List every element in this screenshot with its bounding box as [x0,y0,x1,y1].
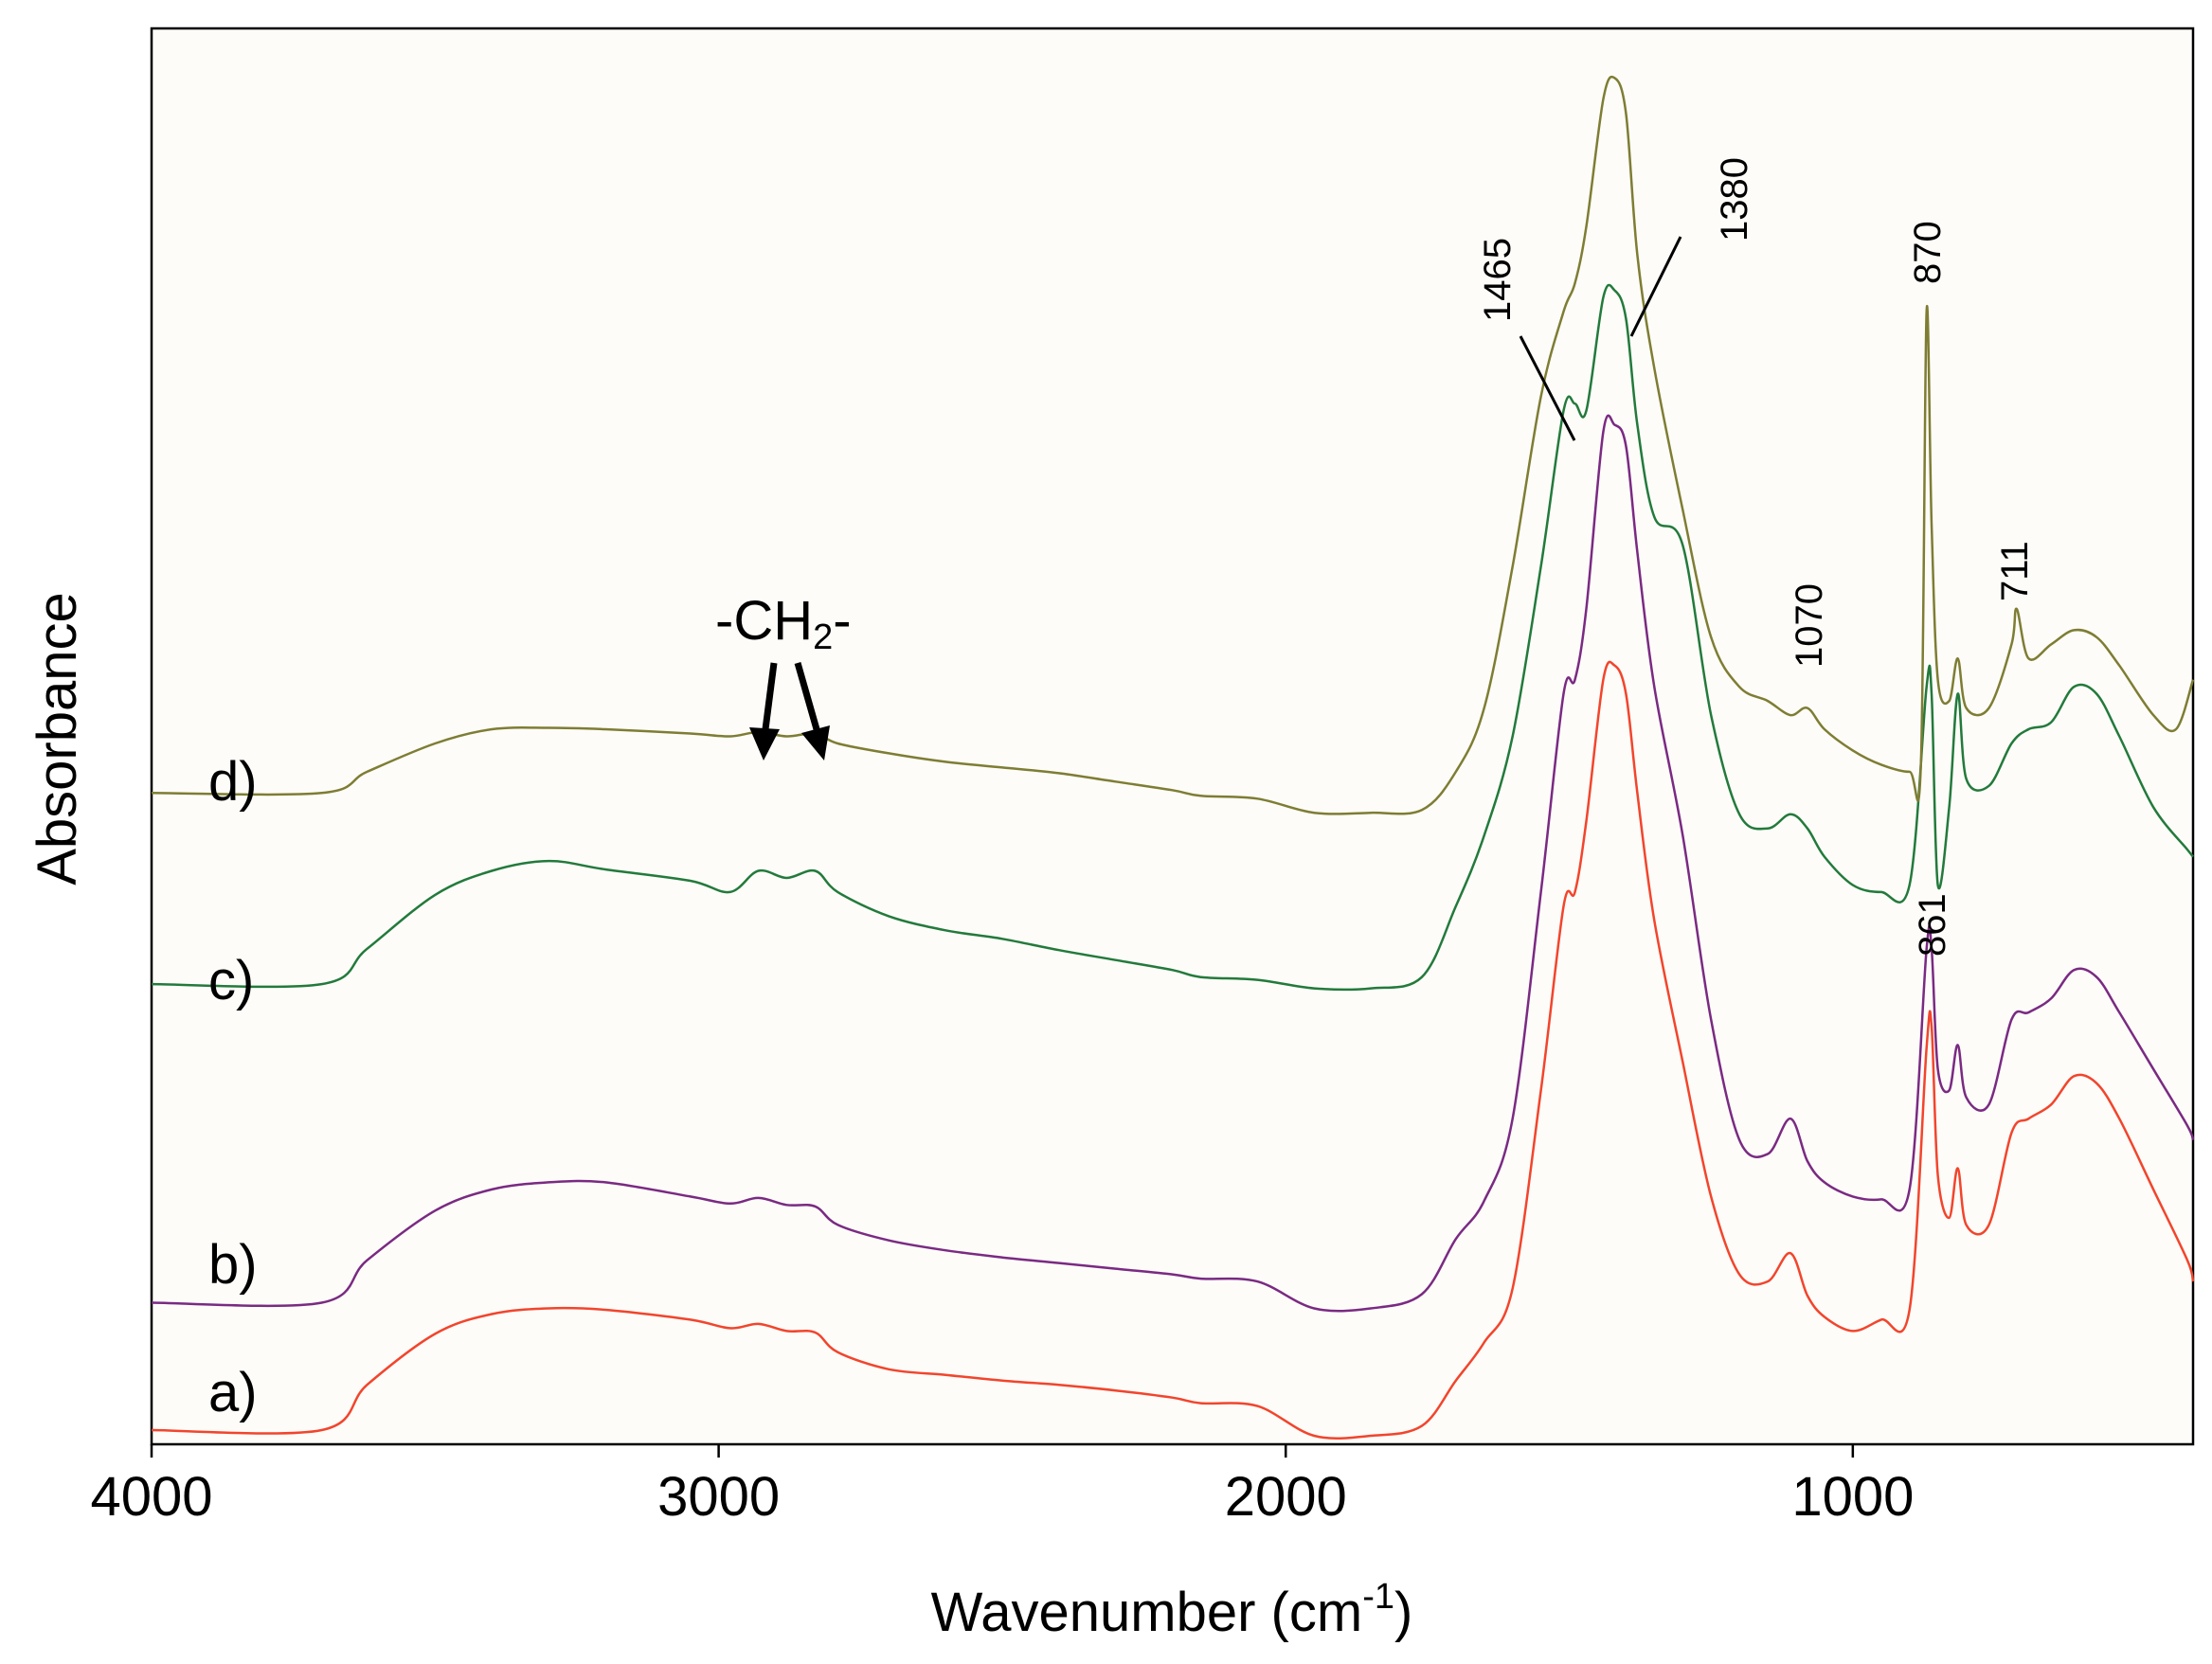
series-line-b [151,414,2195,1313]
series-label-b: b) [208,1234,258,1296]
x-tick-label-4000: 4000 [90,1466,212,1528]
y-axis-title: Absorbance [27,592,88,886]
peak-label-1465: 1465 [1477,238,1519,322]
peak-label-711: 711 [1994,541,2036,601]
peak-1465: 1465 [1477,238,1576,441]
series-label-d: d) [208,751,258,813]
ch2-arrow-right [794,662,830,760]
peak-1380: 1380 [1629,157,1755,337]
ch2-main: -CH [715,590,813,652]
x-axis-title: Wavenumber (cm-1) [931,1577,1413,1643]
peak-label-861: 861 [1912,893,1953,957]
series-label-a: a) [208,1362,258,1423]
peak-label-870: 870 [1907,221,1949,284]
x-tick-label-1000: 1000 [1791,1466,1914,1528]
series-label-c: c) [208,950,254,1011]
peak-label-1070: 1070 [1789,583,1830,668]
ch2-annotation: -CH2- [715,590,852,657]
ch2-sub: 2 [813,617,833,657]
x-axis-title-close: ) [1394,1582,1412,1643]
x-tick-label-2000: 2000 [1225,1466,1347,1528]
x-axis-title-sup: -1 [1362,1577,1394,1617]
x-axis-title-main: Wavenumber (cm [931,1582,1363,1643]
peak-label-1380: 1380 [1714,157,1755,242]
ch2-arrow-left [749,662,780,760]
ch2-tail: - [833,590,851,652]
x-axis-ticks: 4000 3000 2000 1000 [90,1444,1914,1528]
plot-area [150,27,2195,1446]
series-line-c [151,283,2194,992]
series-line-a [151,660,2195,1440]
x-tick-label-3000: 3000 [657,1466,780,1528]
